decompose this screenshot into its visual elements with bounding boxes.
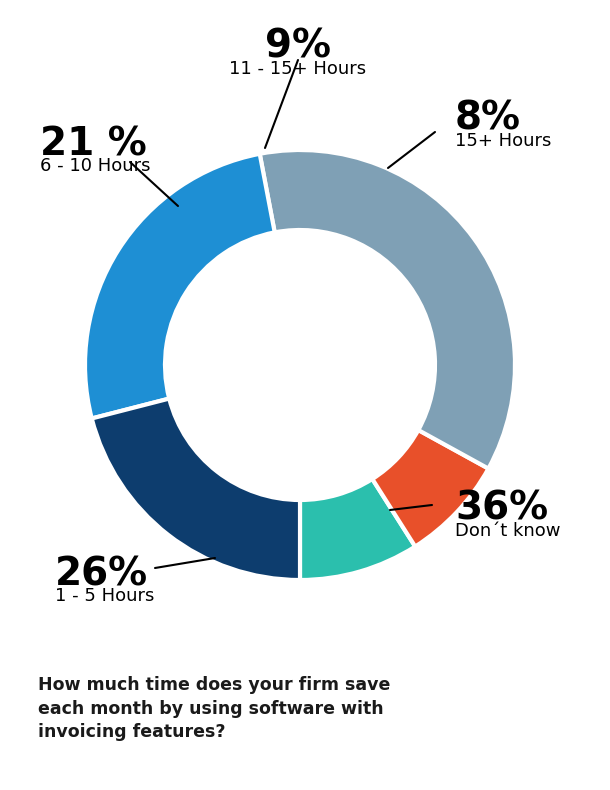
Text: 36%: 36%: [455, 490, 548, 528]
Text: 11 - 15+ Hours: 11 - 15+ Hours: [229, 60, 367, 78]
Text: 26%: 26%: [55, 555, 148, 593]
Wedge shape: [260, 150, 515, 468]
Text: 21 %: 21 %: [40, 125, 147, 163]
Wedge shape: [85, 154, 274, 419]
Text: 15+ Hours: 15+ Hours: [455, 132, 551, 150]
Text: 8%: 8%: [455, 100, 521, 138]
Wedge shape: [92, 399, 300, 580]
Wedge shape: [300, 479, 415, 580]
Text: Don´t know: Don´t know: [455, 522, 561, 540]
Wedge shape: [372, 430, 489, 547]
Text: 9%: 9%: [265, 28, 331, 66]
Text: 6 - 10 Hours: 6 - 10 Hours: [40, 157, 151, 175]
Text: How much time does your firm save
each month by using software with
invoicing fe: How much time does your firm save each m…: [38, 676, 390, 741]
Text: 1 - 5 Hours: 1 - 5 Hours: [55, 587, 154, 605]
